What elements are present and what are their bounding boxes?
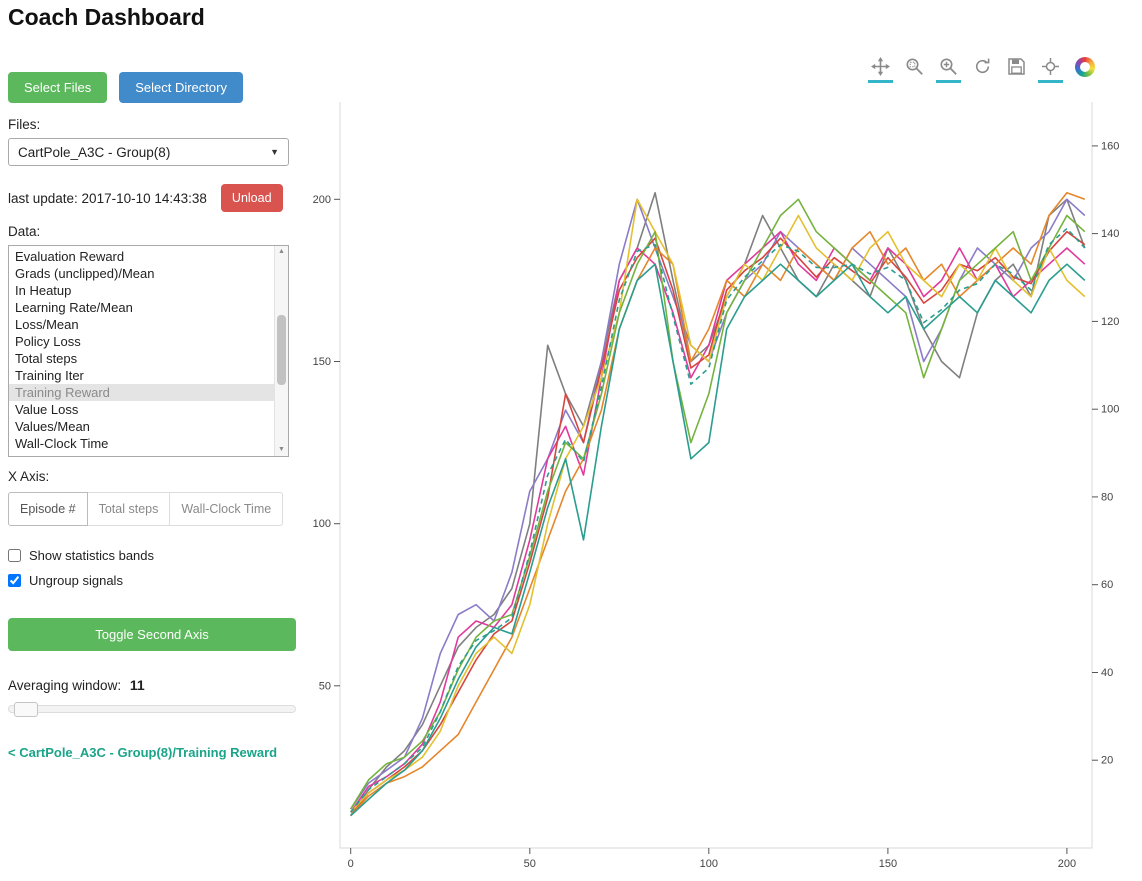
x-axis-tick-label: 0 bbox=[348, 858, 354, 870]
reset-tool-icon[interactable] bbox=[970, 55, 995, 83]
x-axis-label: X Axis: bbox=[8, 469, 50, 484]
y2-axis-tick-label: 160 bbox=[1101, 140, 1119, 152]
y2-axis-tick-label: 80 bbox=[1101, 491, 1113, 503]
show-statistics-bands-checkbox[interactable] bbox=[8, 549, 21, 562]
y2-axis-tick-label: 140 bbox=[1101, 228, 1119, 240]
option-checkboxes: Show statistics bands Ungroup signals bbox=[8, 548, 292, 588]
ungroup-signals-label: Ungroup signals bbox=[29, 573, 123, 588]
series-worker-orange bbox=[350, 192, 1086, 817]
x-axis-tick-label: 150 bbox=[879, 858, 897, 870]
x-axis-toggle-group: Episode # Total steps Wall-Clock Time bbox=[8, 492, 289, 526]
data-signal-item[interactable]: Grads (unclipped)/Mean bbox=[15, 266, 155, 281]
y-axis-tick-label: 150 bbox=[313, 356, 331, 368]
x-axis-option-total-steps[interactable]: Total steps bbox=[87, 492, 171, 526]
scroll-up-icon[interactable]: ▲ bbox=[278, 248, 285, 255]
x-axis-tick-label: 200 bbox=[1058, 858, 1076, 870]
data-signal-item[interactable]: Value Loss bbox=[15, 402, 79, 417]
files-label: Files: bbox=[8, 117, 41, 132]
plot-area: 50 100 150 200 20 40 60 80 100 120 140 160 0 50 100 150… bbox=[300, 46, 1142, 881]
scrollbar-thumb[interactable] bbox=[277, 315, 286, 385]
y-axis-tick-label: 50 bbox=[319, 680, 331, 692]
files-select[interactable]: CartPole_A3C - Group(8) ▼ bbox=[8, 138, 289, 166]
files-select-value: CartPole_A3C - Group(8) bbox=[18, 144, 171, 160]
ungroup-signals-checkbox[interactable] bbox=[8, 574, 21, 587]
bokeh-logo[interactable] bbox=[1072, 55, 1098, 84]
signal-breadcrumb-link[interactable]: < CartPole_A3C - Group(8)/Training Rewar… bbox=[8, 745, 278, 760]
y-axis-tick-label: 100 bbox=[313, 518, 331, 530]
ungroup-signals-row: Ungroup signals bbox=[8, 573, 292, 588]
data-signal-item[interactable]: Evaluation Reward bbox=[15, 249, 125, 264]
sidebar: Select Files Select Directory Files: Car… bbox=[0, 46, 300, 881]
file-buttons-row: Select Files Select Directory bbox=[8, 72, 292, 103]
x-axis-option-wall-clock-time[interactable]: Wall-Clock Time bbox=[170, 492, 284, 526]
box-zoom-tool-icon[interactable] bbox=[902, 55, 927, 83]
data-signal-item[interactable]: Values/Mean bbox=[15, 419, 90, 434]
page-title: Coach Dashboard bbox=[8, 4, 205, 30]
x-axis-tick-label: 50 bbox=[524, 858, 536, 870]
toggle-second-axis-button[interactable]: Toggle Second Axis bbox=[8, 618, 296, 651]
data-signal-item[interactable]: Learning Rate/Mean bbox=[15, 300, 133, 315]
averaging-slider[interactable] bbox=[8, 702, 296, 717]
axis-frame bbox=[339, 102, 1093, 849]
last-update-text: last update: 2017-10-10 14:43:38 bbox=[8, 190, 207, 206]
y-axis-tick-label: 200 bbox=[313, 194, 331, 206]
averaging-window-row: Averaging window: 11 bbox=[8, 677, 292, 693]
data-signal-items: Evaluation Reward Grads (unclipped)/Mean I… bbox=[9, 246, 274, 452]
y2-axis-tick-label: 100 bbox=[1101, 404, 1119, 416]
show-statistics-bands-row: Show statistics bands bbox=[8, 548, 292, 563]
series-worker-teal bbox=[350, 263, 1086, 817]
y2-axis-tick-label: 120 bbox=[1101, 316, 1119, 328]
wheel-zoom-tool-icon[interactable] bbox=[936, 55, 961, 83]
y2-axis-tick-label: 60 bbox=[1101, 579, 1113, 591]
data-signal-list[interactable]: Evaluation Reward Grads (unclipped)/Mean I… bbox=[8, 245, 289, 457]
select-directory-button[interactable]: Select Directory bbox=[119, 72, 243, 103]
averaging-window-value: 11 bbox=[129, 677, 145, 693]
averaging-slider-handle[interactable] bbox=[14, 702, 38, 717]
data-signal-item[interactable]: Total steps bbox=[15, 351, 78, 366]
bokeh-logo-icon bbox=[1075, 56, 1095, 77]
series-worker-purple bbox=[350, 198, 1086, 810]
training-reward-chart[interactable]: 50 100 150 200 20 40 60 80 100 120 140 160 0 50 100 150… bbox=[300, 90, 1142, 878]
data-signal-item[interactable]: Policy Loss bbox=[15, 334, 81, 349]
data-signal-item[interactable]: In Heatup bbox=[15, 283, 72, 298]
series-worker-yellow bbox=[350, 198, 1086, 813]
save-tool-icon[interactable] bbox=[1004, 55, 1029, 83]
y2-axis-tick-label: 40 bbox=[1101, 667, 1113, 679]
y2-axis-tick-label: 20 bbox=[1101, 755, 1113, 767]
data-signal-item[interactable]: Training Reward bbox=[9, 384, 274, 401]
x-axis-option-episode[interactable]: Episode # bbox=[8, 492, 88, 526]
last-update-row: last update: 2017-10-10 14:43:38 Unload bbox=[8, 184, 292, 212]
plot-toolbar bbox=[868, 54, 1098, 84]
data-signal-item[interactable]: Wall-Clock Time bbox=[15, 436, 109, 451]
select-files-button[interactable]: Select Files bbox=[8, 72, 108, 103]
caret-down-icon: ▼ bbox=[270, 147, 279, 157]
data-signal-item[interactable]: Loss/Mean bbox=[15, 317, 79, 332]
series-worker-magenta bbox=[350, 230, 1086, 813]
hover-tool-icon[interactable] bbox=[1038, 55, 1063, 83]
averaging-window-label: Averaging window: bbox=[8, 678, 122, 693]
data-signal-item[interactable]: Training Iter bbox=[15, 368, 84, 383]
unload-button[interactable]: Unload bbox=[220, 184, 283, 212]
list-scrollbar[interactable]: ▲ ▼ bbox=[274, 246, 288, 456]
series-mean-dashed bbox=[350, 227, 1086, 813]
data-label: Data: bbox=[8, 224, 41, 239]
series-worker-green bbox=[350, 198, 1086, 810]
show-statistics-bands-label: Show statistics bands bbox=[29, 548, 155, 563]
series-worker-gray bbox=[350, 192, 1086, 817]
x-axis-tick-label: 100 bbox=[700, 858, 718, 870]
scroll-down-icon[interactable]: ▼ bbox=[278, 446, 285, 453]
series-worker-red bbox=[350, 230, 1086, 817]
pan-tool-icon[interactable] bbox=[868, 55, 893, 83]
